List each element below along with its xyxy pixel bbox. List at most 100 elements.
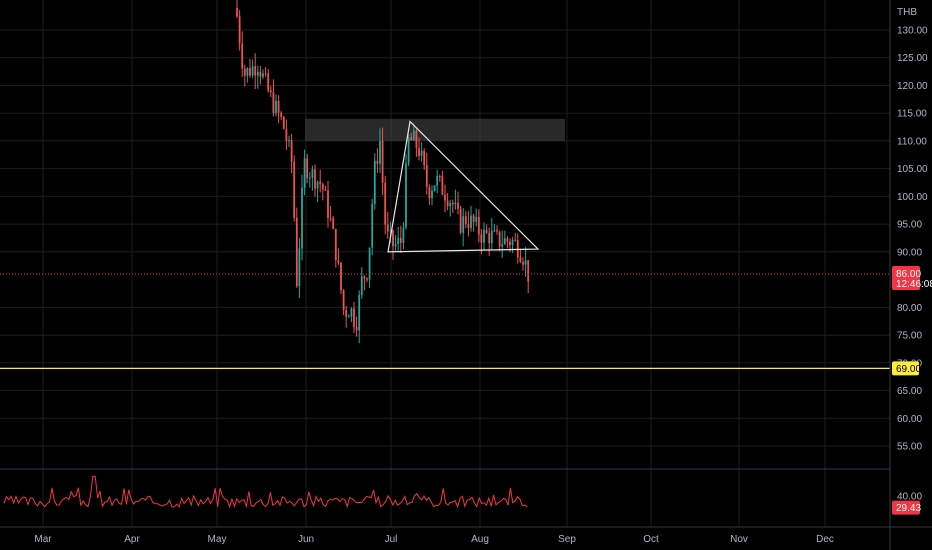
candle-body: [306, 158, 309, 179]
candle-body: [446, 200, 449, 207]
candle-body: [319, 181, 322, 185]
last-price-tag: 86.00 12:46:08: [892, 266, 932, 291]
descending-triangle: [387, 120, 540, 253]
price-tick-label: 125.00: [897, 53, 928, 64]
candle-body: [454, 202, 457, 205]
candle-body: [496, 230, 498, 232]
candle-body: [353, 308, 355, 328]
candle-body: [290, 140, 293, 162]
candle-body: [392, 230, 394, 247]
time-tick-label: Apr: [124, 534, 140, 545]
candle-body: [433, 185, 436, 191]
candle-body: [251, 66, 254, 76]
candles: [236, 0, 530, 344]
currency-label: THB: [897, 7, 917, 18]
candle-body: [293, 161, 296, 218]
candle-body: [327, 190, 329, 218]
candle-body: [308, 177, 311, 179]
candle-body: [483, 229, 485, 243]
candle-body: [475, 216, 478, 222]
grid: [0, 0, 890, 527]
candle-body: [514, 239, 517, 241]
candle-body: [516, 240, 519, 258]
candle-body: [389, 230, 392, 232]
candle-body: [402, 227, 405, 243]
candle-body: [386, 224, 389, 232]
candle-body: [272, 92, 275, 114]
time-tick-label: Oct: [643, 534, 659, 545]
time-tick-label: May: [208, 534, 227, 545]
candle-body: [498, 231, 501, 247]
price-tick-label: 110.00: [897, 136, 927, 147]
candle-body: [399, 237, 402, 243]
rsi-value-label: 29.43: [896, 503, 921, 514]
price-tick-label: 130.00: [897, 26, 928, 37]
candle-body: [363, 276, 366, 279]
candle-body: [451, 202, 454, 205]
candle-body: [410, 137, 413, 141]
price-tick-label: 60.00: [897, 414, 922, 425]
candle-body: [423, 150, 426, 166]
time-tick-label: Jun: [298, 534, 314, 545]
candle-body: [394, 243, 397, 247]
candle-body: [457, 202, 459, 209]
candle-body: [371, 203, 374, 248]
candle-body: [511, 239, 514, 246]
time-tick-label: Dec: [816, 534, 834, 545]
candle-body: [493, 230, 496, 232]
candle-body: [350, 308, 353, 317]
candle-body: [412, 130, 415, 141]
candle-body: [259, 71, 262, 77]
candle-body: [444, 194, 446, 201]
candle-body: [342, 290, 345, 311]
candle-body: [295, 217, 298, 287]
price-tick-label: 100.00: [897, 192, 928, 203]
candle-body: [256, 71, 259, 76]
candle-body: [345, 310, 348, 317]
time-tick-label: Aug: [471, 534, 489, 545]
candle-body: [262, 73, 264, 77]
price-tick-label: 90.00: [897, 247, 922, 258]
candle-body: [303, 158, 306, 188]
candle-body: [488, 232, 491, 244]
candle-body: [298, 248, 301, 287]
candle-body: [462, 216, 465, 233]
time-tick-label: Nov: [730, 534, 748, 545]
candle-body: [246, 68, 249, 76]
candle-body: [415, 130, 418, 148]
candle-body: [501, 244, 504, 247]
candle-body: [441, 176, 444, 195]
candle-body: [418, 147, 420, 157]
candle-body: [438, 176, 441, 178]
candle-body: [381, 140, 384, 183]
candle-body: [243, 68, 246, 76]
price-tick-label: 105.00: [897, 164, 928, 175]
candle-body: [254, 66, 257, 76]
candle-body: [340, 262, 342, 291]
candle-body: [420, 150, 423, 157]
price-tick-label: 55.00: [897, 442, 922, 453]
candle-body: [449, 202, 452, 207]
price-tick-label: 115.00: [897, 109, 927, 120]
candle-body: [264, 73, 267, 75]
candle-body: [509, 241, 511, 246]
candle-body: [324, 189, 327, 191]
candle-body: [314, 169, 316, 189]
candle-body: [337, 260, 340, 263]
candle-body: [480, 234, 483, 243]
candle-body: [470, 215, 472, 228]
rsi-value-tag: 29.43 40.00: [892, 492, 922, 515]
candle-body: [464, 216, 467, 224]
candle-body: [379, 140, 381, 164]
candle-body: [373, 160, 376, 204]
candle-body: [249, 68, 251, 76]
candle-body: [301, 187, 303, 249]
candle-body: [467, 223, 470, 228]
candle-body: [355, 327, 358, 331]
candle-body: [425, 165, 428, 187]
candle-body: [477, 216, 480, 235]
price-axis-ticks: 130.00 125.00 120.00 115.00 110.00 105.00 100.…: [897, 26, 928, 453]
candle-body: [519, 257, 522, 262]
candle-body: [280, 112, 283, 118]
